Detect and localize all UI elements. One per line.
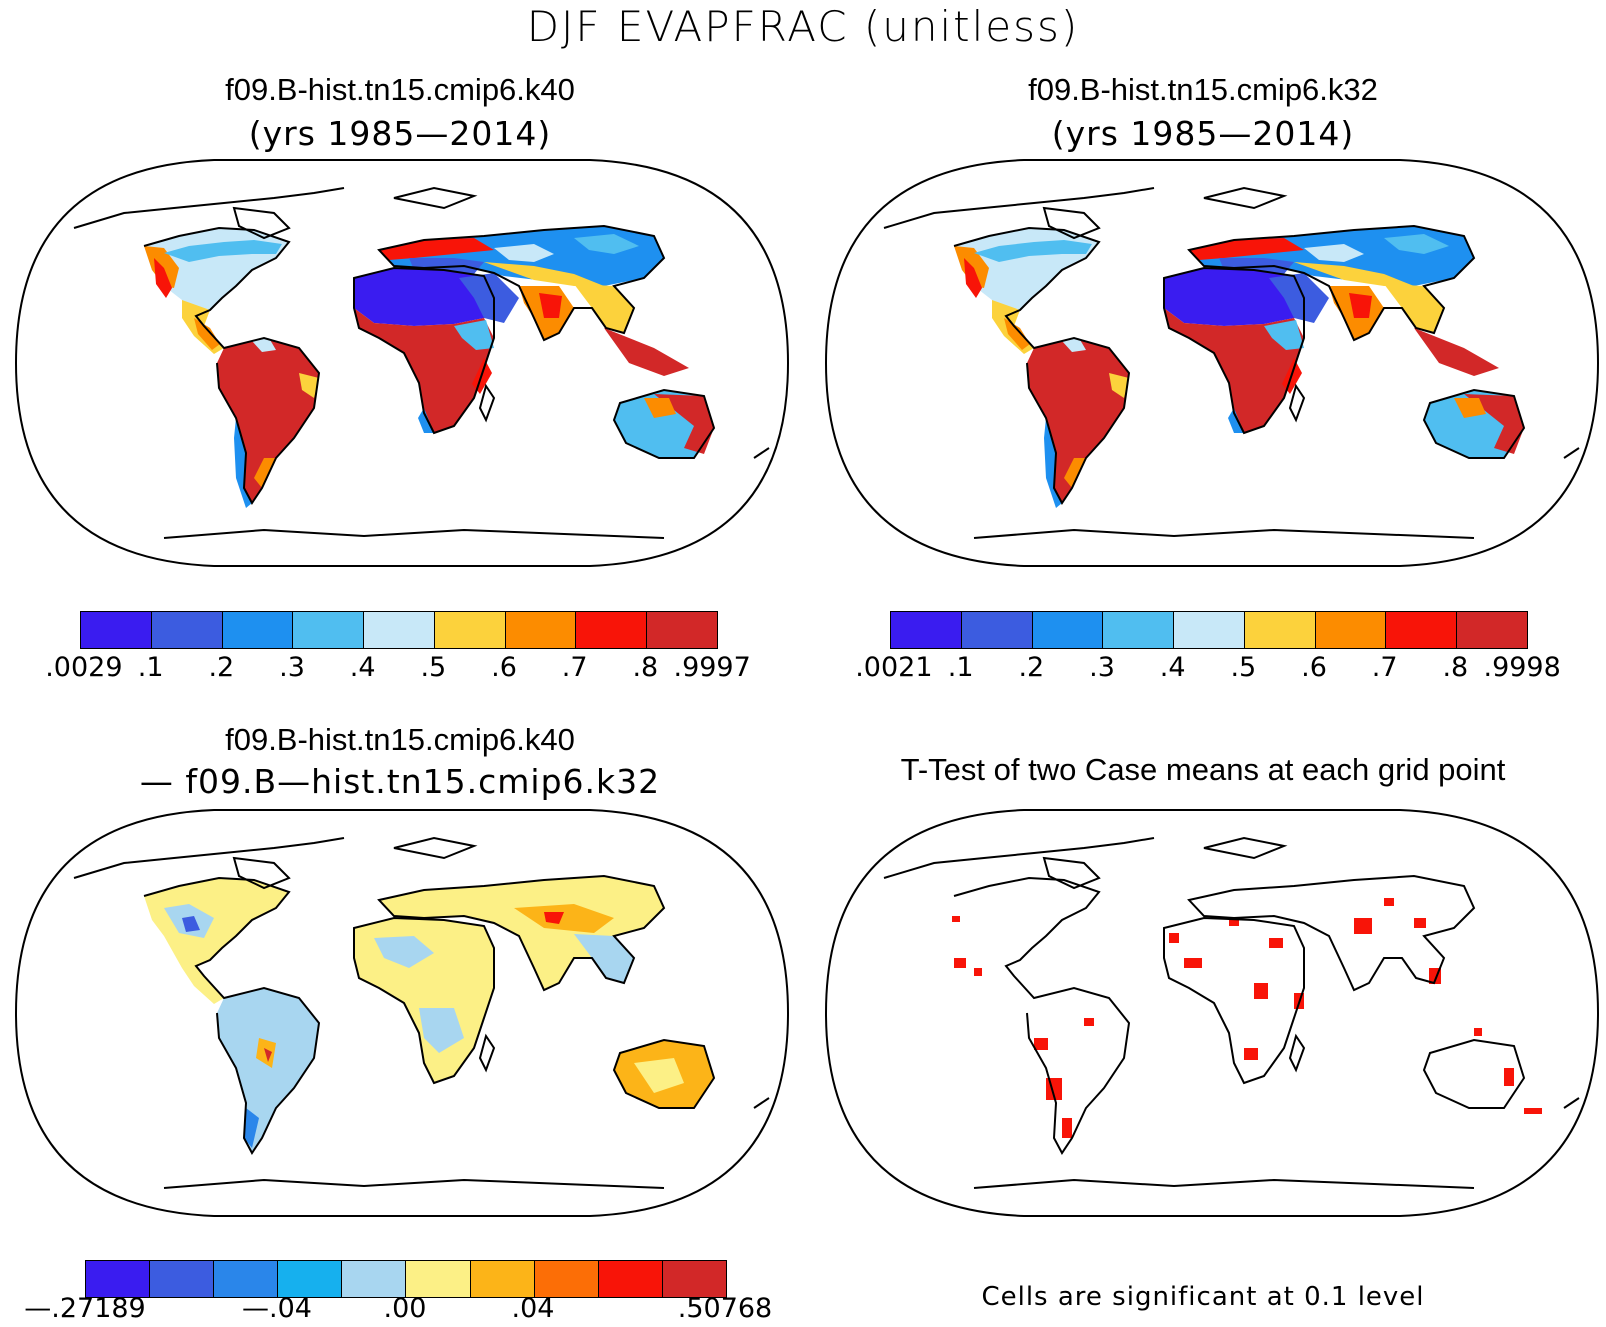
colorbar-tick-label: .3 [279, 652, 305, 683]
panel-bl-map-fill [16, 810, 788, 1216]
colorbar-swatch [1315, 612, 1387, 648]
colorbar-tick-label: —.04 [242, 1293, 312, 1324]
figure-title: DJF EVAPFRAC (unitless) [526, 2, 1080, 51]
colorbar-tick-label: .4 [1159, 652, 1186, 683]
colorbar-swatch [278, 1261, 343, 1297]
colorbar-swatch [470, 1261, 535, 1297]
panel-tr-map-fill [826, 160, 1598, 566]
colorbar-swatch [151, 612, 223, 648]
panel-br-title: T-Test of two Case means at each grid po… [900, 752, 1506, 787]
panel-br-map [824, 808, 1600, 1218]
colorbar-tick-label: .8 [1442, 652, 1469, 683]
colorbar-tick-label: .8 [632, 652, 659, 683]
colorbar-tick-label: .1 [137, 652, 164, 683]
colorbar-swatch [1457, 612, 1528, 648]
colorbar-swatch [647, 612, 718, 648]
colorbar-tick-label: .2 [1018, 652, 1045, 683]
colorbar-swatch [891, 612, 962, 648]
panel-tl-map-fill [16, 160, 788, 566]
colorbar-tick-label: .7 [1371, 652, 1398, 683]
colorbar-swatch [214, 1261, 279, 1297]
panel-br-map-fill [826, 810, 1598, 1216]
panel-tr-case-title: f09.B-hist.tn15.cmip6.k32 [1028, 72, 1378, 107]
panel-tr-years: (yrs 1985—2014) [1051, 114, 1355, 153]
colorbar-tick-label: .2 [208, 652, 235, 683]
colorbar-swatch [364, 612, 435, 648]
colorbar-swatch [1032, 612, 1104, 648]
colorbar-swatch [150, 1261, 215, 1297]
panel-tl-years: (yrs 1985—2014) [248, 114, 552, 153]
colorbar-tick-label: .0029 [45, 652, 123, 683]
colorbar-tick-label: .0021 [855, 652, 933, 683]
colorbar-swatch [534, 1261, 599, 1297]
colorbar-tick-label: .9997 [673, 652, 751, 683]
colorbar-swatch [576, 612, 648, 648]
panel-tl-case-title: f09.B-hist.tn15.cmip6.k40 [225, 72, 575, 107]
colorbar-swatch [1386, 612, 1458, 648]
colorbar-swatch [505, 612, 577, 648]
colorbar-swatch [222, 612, 294, 648]
colorbar-tick-label: .9998 [1483, 652, 1561, 683]
colorbar-tick-label: .7 [561, 652, 588, 683]
colorbar-tick-label: .1 [947, 652, 974, 683]
panel-bl-colorbar-labels: —.27189 —.04 .00 .04 .50768 [24, 1293, 772, 1327]
colorbar-swatch [293, 612, 365, 648]
colorbar-tick-label: —.27189 [24, 1293, 146, 1324]
panel-tl-map [14, 158, 790, 568]
colorbar-swatch [86, 1261, 151, 1297]
panel-tl-colorbar [80, 611, 718, 649]
panel-bl-case-title: f09.B-hist.tn15.cmip6.k40 [225, 722, 575, 757]
colorbar-swatch [342, 1261, 407, 1297]
colorbar-swatch [662, 1261, 726, 1297]
panel-tr-colorbar-labels: .0021 .1 .2 .3 .4 .5 .6 .7 .8 .9998 [855, 652, 1561, 686]
colorbar-swatch [1174, 612, 1245, 648]
colorbar-swatch [434, 612, 506, 648]
colorbar-swatch [81, 612, 152, 648]
colorbar-tick-label: .00 [383, 1293, 427, 1324]
colorbar-tick-label: .4 [349, 652, 376, 683]
panel-tr-colorbar [890, 611, 1528, 649]
colorbar-tick-label: .5 [420, 652, 447, 683]
colorbar-tick-label: .5 [1230, 652, 1257, 683]
colorbar-tick-label: .3 [1089, 652, 1115, 683]
colorbar-swatch [1244, 612, 1316, 648]
colorbar-swatch [1103, 612, 1175, 648]
panel-bl-minus-case: — f09.B—hist.tn15.cmip6.k32 [139, 762, 661, 801]
panel-tl-colorbar-labels: .0029 .1 .2 .3 .4 .5 .6 .7 .8 .9997 [45, 652, 751, 686]
panel-tr-map [824, 158, 1600, 568]
colorbar-tick-label: .6 [1301, 652, 1327, 683]
colorbar-swatch [598, 1261, 663, 1297]
panel-br-note: Cells are significant at 0.1 level [981, 1282, 1425, 1312]
colorbar-tick-label: .04 [511, 1293, 555, 1324]
colorbar-tick-label: .6 [491, 652, 517, 683]
panel-bl-map [14, 808, 790, 1218]
colorbar-swatch [406, 1261, 471, 1297]
colorbar-tick-label: .50768 [677, 1293, 773, 1324]
colorbar-swatch [961, 612, 1033, 648]
panel-bl-colorbar [85, 1260, 727, 1298]
